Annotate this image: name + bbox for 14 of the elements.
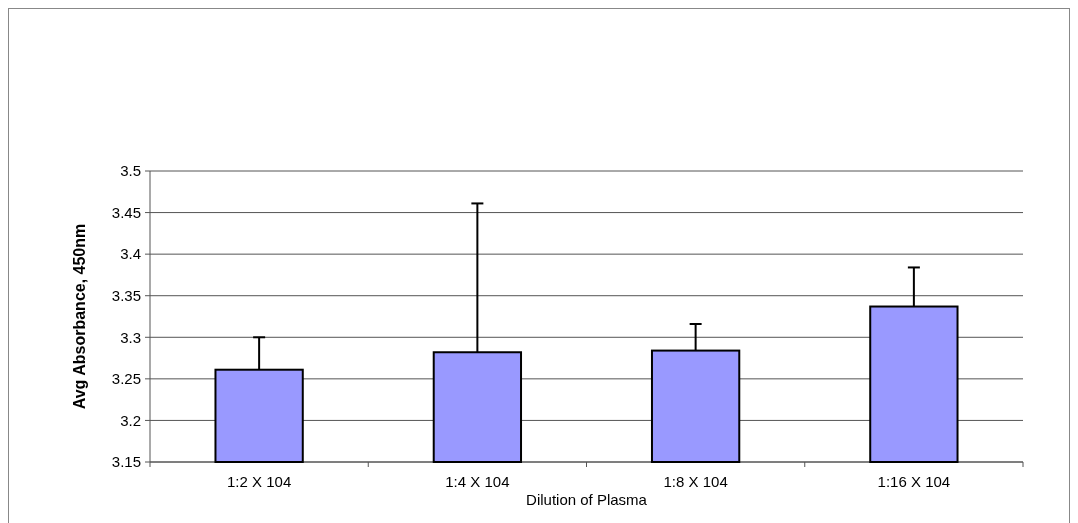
y-tick-label: 3.15 bbox=[111, 453, 141, 471]
x-tick-label: 1:8 X 104 bbox=[663, 473, 728, 490]
y-tick-label: 3.4 bbox=[120, 245, 141, 263]
x-axis-title: Dilution of Plasma bbox=[526, 491, 648, 508]
y-axis-title: Avg Absorbance, 450nm bbox=[71, 223, 88, 410]
x-tick-label: 1:2 X 104 bbox=[227, 473, 292, 490]
y-tick-label: 3.45 bbox=[111, 203, 141, 221]
y-tick-label: 3.3 bbox=[120, 328, 141, 346]
y-tick-label: 3.25 bbox=[111, 370, 141, 388]
y-tick-label: 3.35 bbox=[111, 286, 141, 304]
x-tick-label: 1:4 X 104 bbox=[445, 473, 510, 490]
y-tick-label: 3.5 bbox=[120, 162, 141, 180]
x-tick-label: 1:16 X 104 bbox=[877, 473, 951, 490]
y-tick-label: 3.2 bbox=[120, 411, 141, 429]
